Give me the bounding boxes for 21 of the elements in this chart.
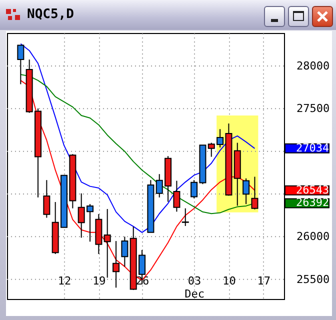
y-tick-label: 26543 xyxy=(296,183,330,196)
x-tick-label: 17 xyxy=(257,274,271,288)
candlestick xyxy=(182,208,189,227)
chart-title: NQC5,D xyxy=(27,7,74,22)
candlestick xyxy=(173,180,180,212)
candlestick xyxy=(242,178,250,205)
candlestick xyxy=(104,208,111,278)
x-tick-label: 10 xyxy=(222,274,236,288)
x-tick-label: 03 Dec xyxy=(184,274,204,300)
candlestick xyxy=(43,180,50,218)
candlestick xyxy=(121,236,128,268)
y-tick-label: 26000 xyxy=(296,230,330,244)
x-tick-label: 12 xyxy=(58,274,72,288)
x-tick-label: 19 xyxy=(92,274,106,288)
candlestick xyxy=(251,176,258,210)
candlestick xyxy=(112,240,120,288)
y-tick-label: 26392 xyxy=(296,196,330,210)
y-tick-label: 28000 xyxy=(296,59,330,72)
y-tick-label: 25500 xyxy=(296,272,330,286)
y-tick-label: 27500 xyxy=(296,102,330,116)
candlestick xyxy=(17,44,24,85)
